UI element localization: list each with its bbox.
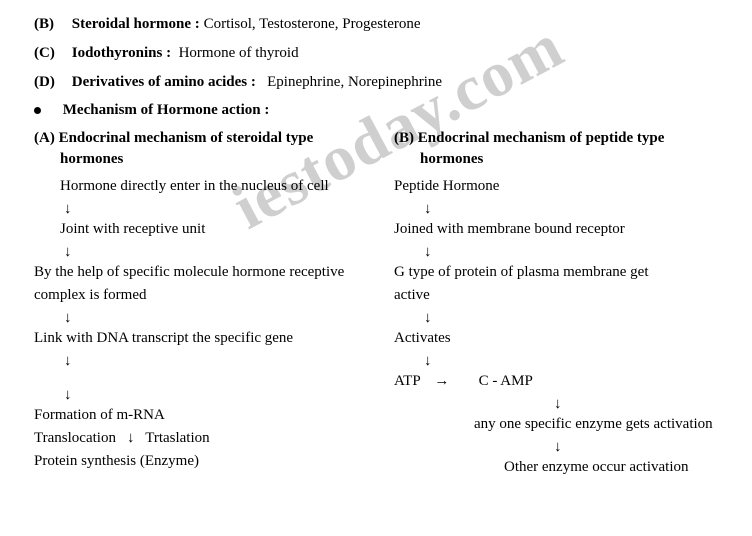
step: any one specific enzyme gets activation bbox=[394, 414, 718, 436]
hormone-type-c: (C) Iodothyronins : Hormone of thyroid bbox=[34, 43, 718, 65]
arrow-down-icon: ↓ bbox=[34, 199, 384, 219]
arrow-down-icon: ↓ bbox=[120, 428, 142, 450]
step: Formation of m-RNA bbox=[34, 405, 384, 427]
step: complex is formed bbox=[34, 285, 384, 307]
arrow-down-icon: ↓ bbox=[394, 351, 718, 371]
col-letter: (B) bbox=[394, 130, 414, 146]
step: active bbox=[394, 285, 718, 307]
col-title-l1: Endocrinal mechanism of steroidal type bbox=[59, 130, 314, 146]
type-letter: (D) bbox=[34, 72, 68, 94]
col-title-l2: hormones bbox=[394, 151, 483, 167]
step: Peptide Hormone bbox=[394, 176, 718, 198]
step: Other enzyme occur activation bbox=[394, 457, 718, 479]
step: G type of protein of plasma membrane get bbox=[394, 262, 718, 284]
section-heading: Mechanism of Hormone action : bbox=[63, 102, 270, 118]
translocation-line: Translocation ↓ Trtaslation bbox=[34, 428, 384, 450]
type-label: Steroidal hormone : bbox=[72, 16, 200, 32]
arrow-down-icon: ↓ bbox=[34, 242, 384, 262]
peptide-heading: (B) Endocrinal mechanism of peptide type… bbox=[394, 128, 718, 170]
col-title-l2: hormones bbox=[34, 151, 123, 167]
hormone-type-b: (B) Steroidal hormone : Cortisol, Testos… bbox=[34, 14, 718, 36]
arrow-down-icon: ↓ bbox=[34, 385, 384, 405]
section-heading-row: Mechanism of Hormone action : bbox=[34, 100, 718, 122]
arrow-down-icon: ↓ bbox=[34, 308, 384, 328]
page-content: (B) Steroidal hormone : Cortisol, Testos… bbox=[34, 14, 718, 480]
hormone-type-d: (D) Derivatives of amino acides : Epinep… bbox=[34, 72, 718, 94]
arrow-down-icon: ↓ bbox=[394, 308, 718, 328]
peptide-column: (B) Endocrinal mechanism of peptide type… bbox=[394, 128, 718, 480]
type-letter: (C) bbox=[34, 43, 68, 65]
col-title-l1: Endocrinal mechanism of peptide type bbox=[418, 130, 665, 146]
step: Hormone directly enter in the nucleus of… bbox=[34, 176, 384, 198]
arrow-down-icon: ↓ bbox=[394, 242, 718, 262]
step-translocation: Translocation bbox=[34, 430, 116, 446]
step-atp: ATP bbox=[394, 373, 420, 389]
arrow-right-icon: → bbox=[424, 371, 460, 393]
type-letter: (B) bbox=[34, 14, 68, 36]
arrow-down-icon: ↓ bbox=[394, 437, 718, 457]
arrow-down-icon: ↓ bbox=[34, 351, 384, 371]
step: By the help of specific molecule hormone… bbox=[34, 262, 384, 284]
col-letter: (A) bbox=[34, 130, 55, 146]
step-translation: Trtaslation bbox=[145, 430, 209, 446]
steroidal-column: (A) Endocrinal mechanism of steroidal ty… bbox=[34, 128, 384, 480]
type-label: Derivatives of amino acides : bbox=[72, 74, 256, 90]
type-examples: Epinephrine, Norepinephrine bbox=[267, 74, 442, 90]
step: Activates bbox=[394, 328, 718, 350]
step: Protein synthesis (Enzyme) bbox=[34, 451, 384, 473]
step: Link with DNA transcript the specific ge… bbox=[34, 328, 384, 350]
type-examples: Cortisol, Testosterone, Progesterone bbox=[204, 16, 421, 32]
mechanism-columns: (A) Endocrinal mechanism of steroidal ty… bbox=[34, 128, 718, 480]
steroidal-heading: (A) Endocrinal mechanism of steroidal ty… bbox=[34, 128, 384, 170]
arrow-down-icon: ↓ bbox=[394, 394, 718, 414]
spacer bbox=[34, 371, 384, 385]
step: Joint with receptive unit bbox=[34, 219, 384, 241]
type-examples: Hormone of thyroid bbox=[179, 45, 299, 61]
step-camp: C - AMP bbox=[479, 373, 533, 389]
step: Joined with membrane bound receptor bbox=[394, 219, 718, 241]
bullet-icon bbox=[34, 107, 41, 114]
atp-line: ATP → C - AMP bbox=[394, 371, 718, 393]
type-label: Iodothyronins : bbox=[72, 45, 171, 61]
arrow-down-icon: ↓ bbox=[394, 199, 718, 219]
